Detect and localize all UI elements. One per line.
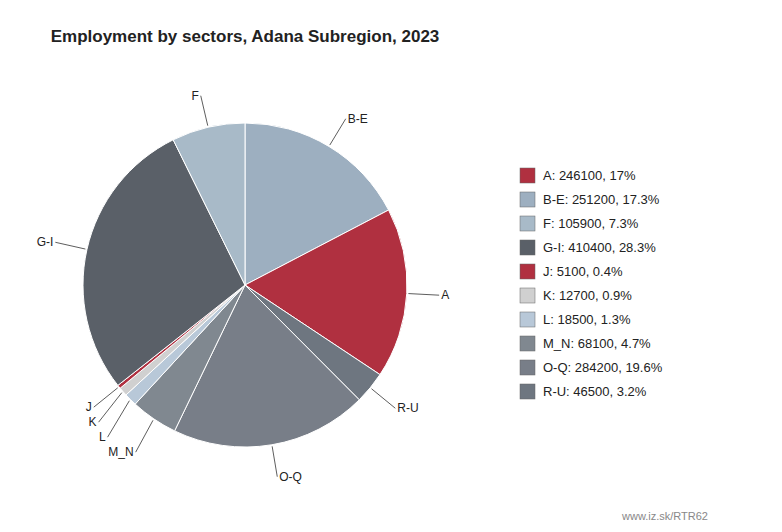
leader-line [408,294,439,296]
legend-swatch [520,168,535,183]
leader-line [272,446,277,476]
pie-slice [173,123,245,285]
leader-lines [55,96,439,477]
legend-swatch [520,336,535,351]
legend-label: L: 18500, 1.3% [543,312,631,327]
slice-label: A [441,288,449,302]
leader-line [99,393,122,423]
slice-label: M_N [108,445,133,459]
legend-label: G-I: 410400, 28.3% [543,240,656,255]
watermark: www.iz.sk/RTR62 [621,510,708,522]
legend-label: K: 12700, 0.9% [543,288,632,303]
leader-line [372,389,396,409]
legend-swatch [520,240,535,255]
leader-line [55,242,85,249]
slice-label: R-U [397,401,418,415]
legend-label: O-Q: 284200, 19.6% [543,360,663,375]
chart: Employment by sectors, Adana Subregion, … [0,0,782,532]
leader-line [201,96,208,126]
legend-label: A: 246100, 17% [543,168,636,183]
legend-label: J: 5100, 0.4% [543,264,623,279]
slice-label: L [99,430,106,444]
legend-label: R-U: 46500, 3.2% [543,384,647,399]
pie [83,123,407,447]
slice-label: G-I [37,235,54,249]
legend-swatch [520,288,535,303]
legend-swatch [520,384,535,399]
leader-line [94,388,118,407]
legend-label: F: 105900, 7.3% [543,216,639,231]
leader-line [136,420,153,452]
leader-line [330,119,346,145]
legend-swatch [520,216,535,231]
slice-label: O-Q [279,470,302,484]
slice-label: F [191,89,198,103]
legend-swatch [520,192,535,207]
legend: A: 246100, 17% B-E: 251200, 17.3% F: 10590… [520,168,663,399]
legend-label: M_N: 68100, 4.7% [543,336,651,351]
legend-label: B-E: 251200, 17.3% [543,192,660,207]
legend-swatch [520,360,535,375]
legend-swatch [520,264,535,279]
legend-swatch [520,312,535,327]
title: Employment by sectors, Adana Subregion, … [51,27,440,46]
slice-label: J [86,400,92,414]
slice-labels: B-E A R-U O-Q M_NLKJ G-I F [37,89,449,484]
slice-label: B-E [348,112,368,126]
slice-label: K [89,415,97,429]
